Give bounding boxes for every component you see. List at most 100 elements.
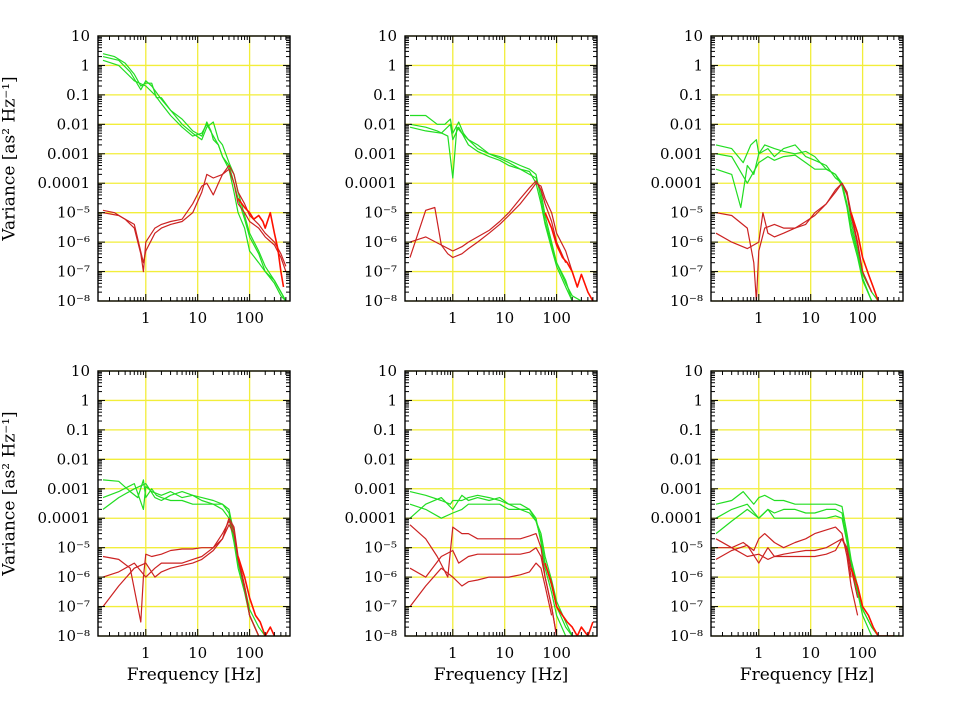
y-tick-label: 0.1 [679,86,703,104]
x-tick-label: 1 [141,644,151,662]
y-tick-label: 1 [80,56,90,74]
y-tick-label: 0.0001 [345,509,398,527]
series-line-4 [715,182,873,293]
series-line-0 [102,53,287,301]
series-line-0 [409,491,573,636]
series-line-1 [715,144,873,301]
y-tick-label: 10 [684,27,703,45]
y-tick-label: 0.01 [57,450,90,468]
y-tick-label: 10⁻⁵ [57,204,90,222]
y-tick-label: 0.0001 [651,174,704,192]
x-tick-label: 100 [235,309,264,327]
series-line-0 [410,114,582,301]
y-tick-label: 0.001 [47,480,90,498]
y-tick-label: 0.01 [364,115,397,133]
series-line-6 [544,562,594,636]
y-tick-label: 10⁻⁷ [364,598,397,616]
series-line-4 [102,164,287,267]
y-tick-label: 0.01 [670,115,703,133]
x-tick-label: 10 [188,309,207,327]
series-line-5 [102,520,235,578]
plot-frame [710,35,904,302]
series-line-5 [715,538,852,578]
series-group [409,114,594,301]
series-line-3 [716,526,859,616]
plot-frame [404,370,598,637]
y-tick-label: 1 [693,56,703,74]
y-tick-label: 0.0001 [38,509,91,527]
x-tick-label: 1 [141,309,151,327]
plot-frame [97,35,291,302]
y-tick-label: 10⁻⁸ [670,292,703,310]
series-line-2 [409,123,573,301]
x-tick-label: 10 [495,309,514,327]
x-axis-label: Frequency [Hz] [127,665,261,685]
y-tick-label: 1 [387,391,397,409]
y-axis-label: Variance [as² Hz⁻¹] [0,76,20,241]
y-tick-label: 10⁻⁵ [670,539,703,557]
x-axis-label: Frequency [Hz] [740,665,874,685]
y-tick-label: 0.0001 [345,174,398,192]
series-line-3 [102,168,287,273]
y-tick-label: 10⁻⁷ [364,263,397,281]
series-line-1 [102,56,287,301]
x-tick-label: 10 [188,644,207,662]
x-tick-label: 1 [754,644,764,662]
y-tick-label: 1 [693,391,703,409]
series-line-2 [102,483,260,636]
series-line-4 [409,180,567,263]
series-line-5 [850,212,879,301]
y-tick-label: 0.01 [670,450,703,468]
series-line-0 [102,479,266,636]
chart-panel-bottom-right: 10 1 0.1 0.01 0.001 0.0001 10⁻⁵ 10⁻⁶ 10⁻⁷ 10⁻⁸ 1 10… [651,362,904,685]
y-tick-label: 10⁻⁷ [57,598,90,616]
y-tick-label: 10 [71,362,90,380]
y-tick-label: 0.001 [354,145,397,163]
x-tick-label: 100 [235,644,264,662]
y-tick-label: 10⁻⁸ [364,292,397,310]
y-tick-label: 1 [80,391,90,409]
y-tick-label: 10 [378,27,397,45]
y-axis-label: Variance [as² Hz⁻¹] [0,411,20,576]
y-tick-label: 10⁻⁶ [57,568,90,586]
y-tick-label: 10⁻⁵ [670,204,703,222]
y-tick-label: 10⁻⁸ [670,627,703,645]
y-tick-label: 0.1 [679,421,703,439]
x-tick-label: 10 [801,309,820,327]
x-tick-label: 100 [542,309,571,327]
series-group [715,491,899,636]
series-line-1 [409,503,567,636]
y-tick-label: 0.1 [373,86,397,104]
series-line-2 [715,508,873,636]
series-line-1 [409,123,573,301]
y-tick-label: 10⁻⁶ [364,233,397,251]
y-tick-label: 0.0001 [38,174,91,192]
series-line-2 [715,153,873,301]
series-line-3 [409,524,558,636]
y-tick-label: 10⁻⁶ [670,568,703,586]
y-tick-label: 0.1 [66,421,90,439]
y-tick-label: 1 [387,56,397,74]
y-tick-label: 0.01 [364,450,397,468]
series-line-1 [715,503,899,636]
x-tick-label: 100 [542,644,571,662]
series-line-0 [715,491,879,636]
series-line-6 [850,567,894,636]
y-tick-label: 10⁻⁵ [364,539,397,557]
series-line-0 [715,139,879,301]
y-tick-label: 10⁻⁶ [57,233,90,251]
series-line-4 [102,524,260,636]
series-line-1 [102,483,260,636]
y-tick-label: 10⁻⁸ [364,627,397,645]
series-group [102,479,276,636]
y-tick-label: 10⁻⁶ [364,568,397,586]
y-tick-label: 0.1 [66,86,90,104]
y-tick-label: 0.1 [373,421,397,439]
plot-frame [404,35,598,302]
x-tick-label: 100 [848,309,877,327]
y-tick-label: 10⁻⁷ [670,263,703,281]
y-tick-label: 10⁻⁷ [57,263,90,281]
plot-frame [710,370,904,637]
chart-panel-bottom-middle: 10 1 0.1 0.01 0.001 0.0001 10⁻⁵ 10⁻⁶ 10⁻⁷ 10⁻⁸ 1 10… [345,362,598,685]
